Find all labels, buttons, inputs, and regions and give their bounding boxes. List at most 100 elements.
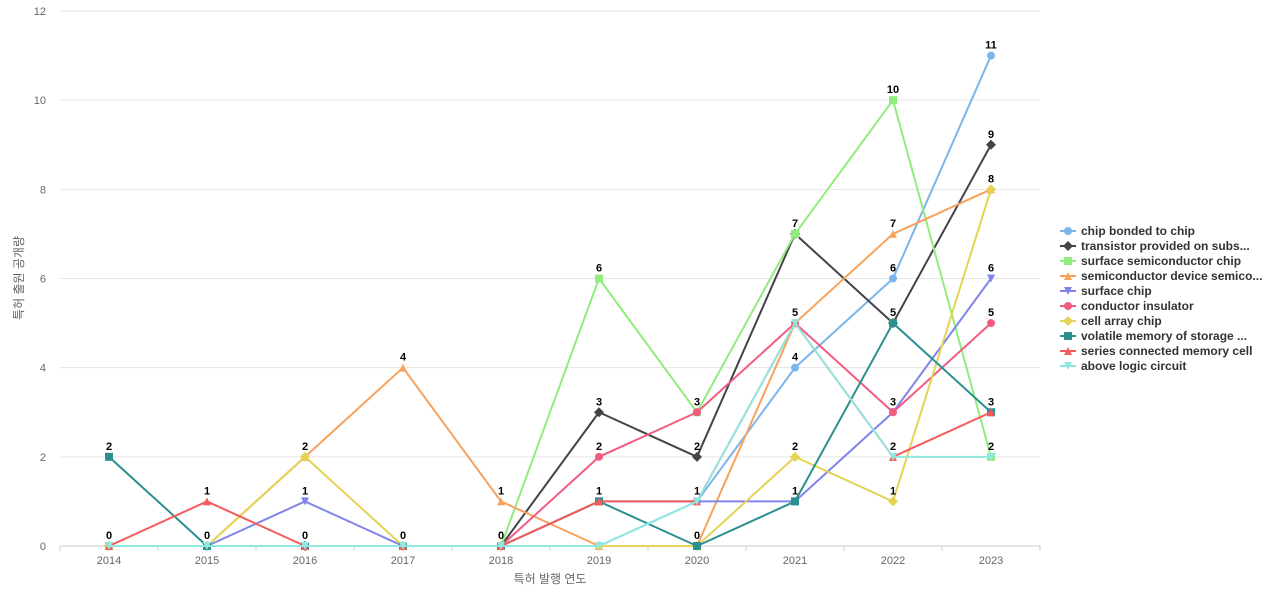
- series-line[interactable]: [108, 322, 992, 547]
- x-tick-label: 2021: [783, 555, 807, 567]
- series-line[interactable]: [108, 322, 992, 547]
- data-point[interactable]: [497, 542, 505, 550]
- data-label: 2: [988, 441, 994, 453]
- data-point[interactable]: [399, 363, 407, 372]
- data-point[interactable]: [497, 497, 505, 506]
- data-point[interactable]: [693, 497, 701, 506]
- data-label: 6: [596, 263, 602, 275]
- legend-item[interactable]: chip bonded to chip: [1060, 224, 1195, 238]
- legend-item[interactable]: surface chip: [1060, 284, 1152, 298]
- legend-item[interactable]: series connected memory cell: [1060, 344, 1252, 358]
- legend-label: surface chip: [1081, 284, 1152, 298]
- data-point[interactable]: [987, 319, 995, 328]
- y-tick-label: 10: [34, 95, 46, 107]
- data-point[interactable]: [595, 542, 603, 550]
- y-tick-label: 12: [34, 6, 46, 18]
- data-point[interactable]: [889, 408, 897, 417]
- data-point[interactable]: [594, 407, 604, 418]
- data-point[interactable]: [595, 497, 603, 506]
- data-label: 0: [302, 530, 308, 542]
- data-point[interactable]: [987, 408, 995, 417]
- legend-label: chip bonded to chip: [1081, 224, 1195, 238]
- y-tick-label: 0: [40, 541, 46, 553]
- legend-label: conductor insulator: [1081, 299, 1194, 313]
- series-line[interactable]: [108, 322, 992, 547]
- series-line[interactable]: [108, 54, 992, 547]
- legend-marker[interactable]: [1063, 241, 1073, 251]
- grid-lines: [60, 10, 1040, 547]
- data-label: 1: [204, 485, 210, 497]
- legend-item[interactable]: surface semiconductor chip: [1060, 254, 1241, 268]
- y-tick-label: 2: [40, 452, 46, 464]
- data-label: 11: [985, 40, 997, 52]
- data-point[interactable]: [986, 139, 996, 150]
- data-point[interactable]: [399, 542, 407, 550]
- legend-label: volatile memory of storage ...: [1081, 329, 1247, 343]
- data-point[interactable]: [791, 497, 799, 506]
- data-label: 1: [498, 485, 504, 497]
- legend-marker[interactable]: [1064, 347, 1072, 355]
- data-point[interactable]: [301, 542, 309, 550]
- legend-marker[interactable]: [1063, 316, 1073, 326]
- data-point[interactable]: [791, 319, 799, 328]
- data-point[interactable]: [790, 451, 800, 462]
- data-point[interactable]: [693, 408, 701, 417]
- series-0: [105, 51, 995, 550]
- data-label: 6: [988, 263, 994, 275]
- legend-label: semiconductor device semico...: [1081, 269, 1262, 283]
- data-point[interactable]: [791, 363, 799, 372]
- y-tick-label: 8: [40, 184, 46, 196]
- data-point[interactable]: [987, 274, 995, 283]
- legend-marker[interactable]: [1064, 362, 1072, 370]
- legend-marker[interactable]: [1064, 332, 1072, 340]
- data-point[interactable]: [300, 451, 310, 462]
- data-point[interactable]: [986, 184, 996, 195]
- data-point[interactable]: [203, 497, 211, 506]
- data-point[interactable]: [693, 542, 701, 550]
- data-label: 3: [890, 396, 896, 408]
- data-label: 3: [988, 396, 994, 408]
- data-point[interactable]: [692, 451, 702, 462]
- data-point[interactable]: [987, 51, 995, 60]
- legend-item[interactable]: cell array chip: [1060, 314, 1162, 328]
- data-point[interactable]: [105, 542, 113, 550]
- legend-item[interactable]: above logic circuit: [1060, 359, 1186, 373]
- data-point[interactable]: [889, 229, 897, 238]
- data-point[interactable]: [987, 452, 995, 461]
- legend-marker[interactable]: [1064, 227, 1072, 235]
- data-label: 0: [106, 530, 112, 542]
- legend-item[interactable]: transistor provided on subs...: [1060, 239, 1250, 253]
- legend-marker[interactable]: [1064, 302, 1072, 310]
- legend-marker[interactable]: [1064, 257, 1072, 265]
- data-point[interactable]: [889, 96, 897, 105]
- legend-item[interactable]: conductor insulator: [1060, 299, 1194, 313]
- data-label: 3: [694, 396, 700, 408]
- data-point[interactable]: [889, 452, 897, 461]
- legend-item[interactable]: volatile memory of storage ...: [1060, 329, 1247, 343]
- legend-item[interactable]: semiconductor device semico...: [1060, 269, 1262, 283]
- legend-label: above logic circuit: [1081, 359, 1186, 373]
- legend-marker[interactable]: [1064, 272, 1072, 280]
- data-label: 2: [792, 441, 798, 453]
- x-tick-label: 2016: [293, 555, 317, 567]
- legend-marker[interactable]: [1064, 287, 1072, 295]
- y-tick-label: 6: [40, 274, 46, 286]
- data-label: 1: [596, 485, 602, 497]
- series-lines: [104, 51, 996, 551]
- x-axis-title: 특허 발행 연도: [514, 571, 587, 586]
- data-point[interactable]: [889, 274, 897, 283]
- legend-label: series connected memory cell: [1081, 344, 1252, 358]
- data-point[interactable]: [791, 229, 799, 238]
- data-point[interactable]: [595, 452, 603, 461]
- data-point[interactable]: [301, 497, 309, 506]
- data-point[interactable]: [889, 319, 897, 328]
- data-point[interactable]: [595, 274, 603, 283]
- data-label: 10: [887, 84, 899, 96]
- data-label: 9: [988, 129, 994, 141]
- data-point[interactable]: [888, 496, 898, 507]
- data-point[interactable]: [203, 542, 211, 550]
- data-point[interactable]: [105, 452, 113, 461]
- series-line[interactable]: [108, 322, 992, 547]
